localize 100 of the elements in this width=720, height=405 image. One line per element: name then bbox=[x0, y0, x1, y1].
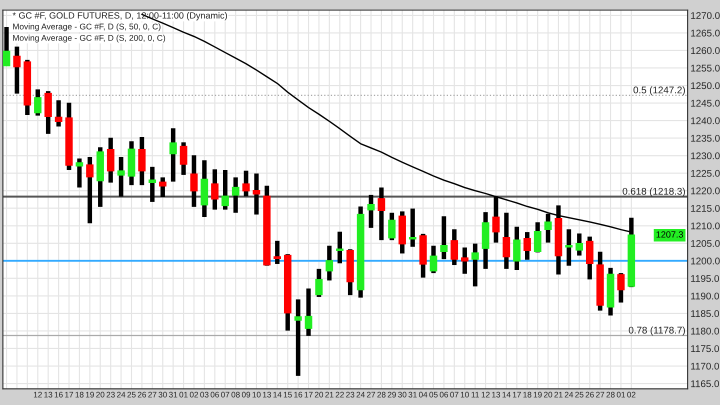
candlestick bbox=[44, 91, 52, 134]
x-tick-label: 13 bbox=[44, 392, 52, 398]
x-tick-label: 31 bbox=[168, 392, 178, 398]
candlestick bbox=[252, 174, 260, 215]
candlestick bbox=[148, 166, 156, 202]
x-tick-label: 13 bbox=[492, 392, 500, 398]
annotation: Moving Average - GC #F, D (S, 50, 0, C) bbox=[13, 23, 160, 32]
x-tick-label: 23 bbox=[346, 392, 354, 398]
x-tick-label: 21 bbox=[554, 392, 563, 398]
candlestick bbox=[524, 232, 531, 260]
candlestick bbox=[408, 208, 416, 247]
x-tick-label: 26 bbox=[138, 392, 146, 398]
x-tick-label: 19 bbox=[86, 392, 94, 398]
y-tick-label: 1175.0 bbox=[691, 345, 720, 352]
candlestick bbox=[304, 288, 312, 336]
y-tick-label: 1255.0 bbox=[691, 64, 720, 72]
x-tick-label: 07 bbox=[450, 392, 458, 398]
x-tick-label: 14 bbox=[273, 392, 282, 398]
x-tick-label: 06 bbox=[210, 392, 219, 398]
x-tick-label: 20 bbox=[96, 392, 104, 398]
y-tick-label: 1260.0 bbox=[691, 47, 720, 54]
candlestick bbox=[461, 248, 468, 274]
y-tick-label: 1225.0 bbox=[691, 170, 720, 177]
candlestick bbox=[222, 170, 229, 210]
text: 1207.3 bbox=[656, 231, 684, 238]
y-tick-label: 1195.0 bbox=[691, 275, 720, 282]
candlestick bbox=[106, 138, 114, 183]
x-tick-label: 23 bbox=[106, 392, 115, 398]
x-tick-label: 18 bbox=[523, 392, 532, 398]
x-tick-label: 24 bbox=[564, 392, 574, 398]
candlestick bbox=[576, 233, 584, 256]
candlestick bbox=[138, 137, 146, 186]
ref-line-label: 0.78 (1178.7) bbox=[628, 326, 685, 336]
candlestick bbox=[586, 236, 594, 280]
annotation: Moving Average - GC #F, D (S, 200, 0, C) bbox=[13, 34, 166, 43]
x-tick-label: 31 bbox=[408, 392, 417, 398]
x-tick-label: 18 bbox=[76, 392, 84, 398]
x-tick-label: 30 bbox=[398, 392, 406, 398]
candlestick bbox=[294, 299, 302, 376]
candlestick bbox=[190, 155, 198, 207]
x-tick-label: 17 bbox=[65, 392, 74, 398]
y-tick-label: 1250.0 bbox=[691, 82, 720, 90]
x-tick-label: 08 bbox=[231, 392, 240, 398]
candlestick bbox=[534, 222, 542, 252]
x-tick-label: 28 bbox=[377, 392, 386, 398]
x-tick-label: 09 bbox=[242, 392, 250, 398]
candlestick bbox=[274, 240, 282, 264]
candlestick bbox=[117, 157, 125, 197]
x-tick-label: 25 bbox=[127, 392, 136, 398]
x-tick-label: 28 bbox=[606, 392, 615, 398]
candlestick bbox=[159, 177, 166, 198]
ref-line-label: 0.618 (1218.3) bbox=[622, 188, 685, 197]
candlestick bbox=[336, 232, 344, 264]
y-tick-label: 1215.0 bbox=[691, 204, 720, 212]
candlestick bbox=[367, 194, 375, 228]
x-tick-label: 16 bbox=[54, 392, 63, 398]
candlestick bbox=[502, 212, 510, 269]
candlestick bbox=[326, 246, 334, 280]
x-tick-label: 24 bbox=[117, 392, 126, 398]
x-tick-label: 12 bbox=[34, 392, 42, 398]
x-tick-label: 27 bbox=[596, 392, 604, 398]
candlestick bbox=[617, 273, 625, 303]
x-tick-label: 07 bbox=[221, 392, 230, 398]
y-tick-label: 1265.0 bbox=[691, 30, 720, 37]
x-tick-label: 25 bbox=[575, 392, 584, 398]
x-tick-label: 27 bbox=[366, 392, 376, 398]
x-tick-label: 20 bbox=[544, 392, 552, 398]
y-tick-label: 1165.0 bbox=[691, 380, 720, 388]
x-tick-label: 13 bbox=[263, 392, 271, 398]
x-tick-label: 30 bbox=[158, 392, 167, 398]
y-tick-label: 1270.0 bbox=[691, 12, 720, 20]
x-tick-label: 03 bbox=[200, 392, 209, 398]
x-tick-label: 02 bbox=[627, 392, 636, 398]
y-tick-label: 1190.0 bbox=[691, 292, 720, 300]
y-tick-label: 1220.0 bbox=[691, 187, 720, 194]
ref-line-label: 0.5 (1247.2) bbox=[633, 86, 685, 96]
y-tick-label: 1245.0 bbox=[691, 100, 720, 107]
x-tick-label: 12 bbox=[482, 392, 490, 398]
x-tick-label: 15 bbox=[284, 392, 292, 398]
x-tick-label: 24 bbox=[356, 392, 365, 398]
x-tick-label: 10 bbox=[460, 392, 469, 398]
x-tick-label: 22 bbox=[336, 392, 344, 398]
x-tick-label: 16 bbox=[294, 392, 302, 398]
x-tick-label: 17 bbox=[304, 392, 313, 398]
candlestick bbox=[180, 142, 188, 175]
candlestick bbox=[450, 229, 458, 266]
y-tick-label: 1200.0 bbox=[691, 258, 720, 264]
candlestick bbox=[565, 229, 573, 266]
candlestick bbox=[76, 158, 84, 188]
y-tick-label: 1170.0 bbox=[691, 362, 720, 370]
candlestick bbox=[211, 169, 219, 210]
x-tick-label: 05 bbox=[429, 392, 438, 398]
y-tick-label: 1230.0 bbox=[691, 152, 720, 160]
x-tick-label: 19 bbox=[534, 392, 542, 398]
candlestick bbox=[440, 216, 448, 260]
candlestick bbox=[232, 177, 240, 213]
x-tick-label: 26 bbox=[586, 392, 594, 398]
candlestick bbox=[86, 157, 94, 224]
x-tick-label: 10 bbox=[252, 392, 261, 398]
candlestick bbox=[378, 188, 386, 240]
